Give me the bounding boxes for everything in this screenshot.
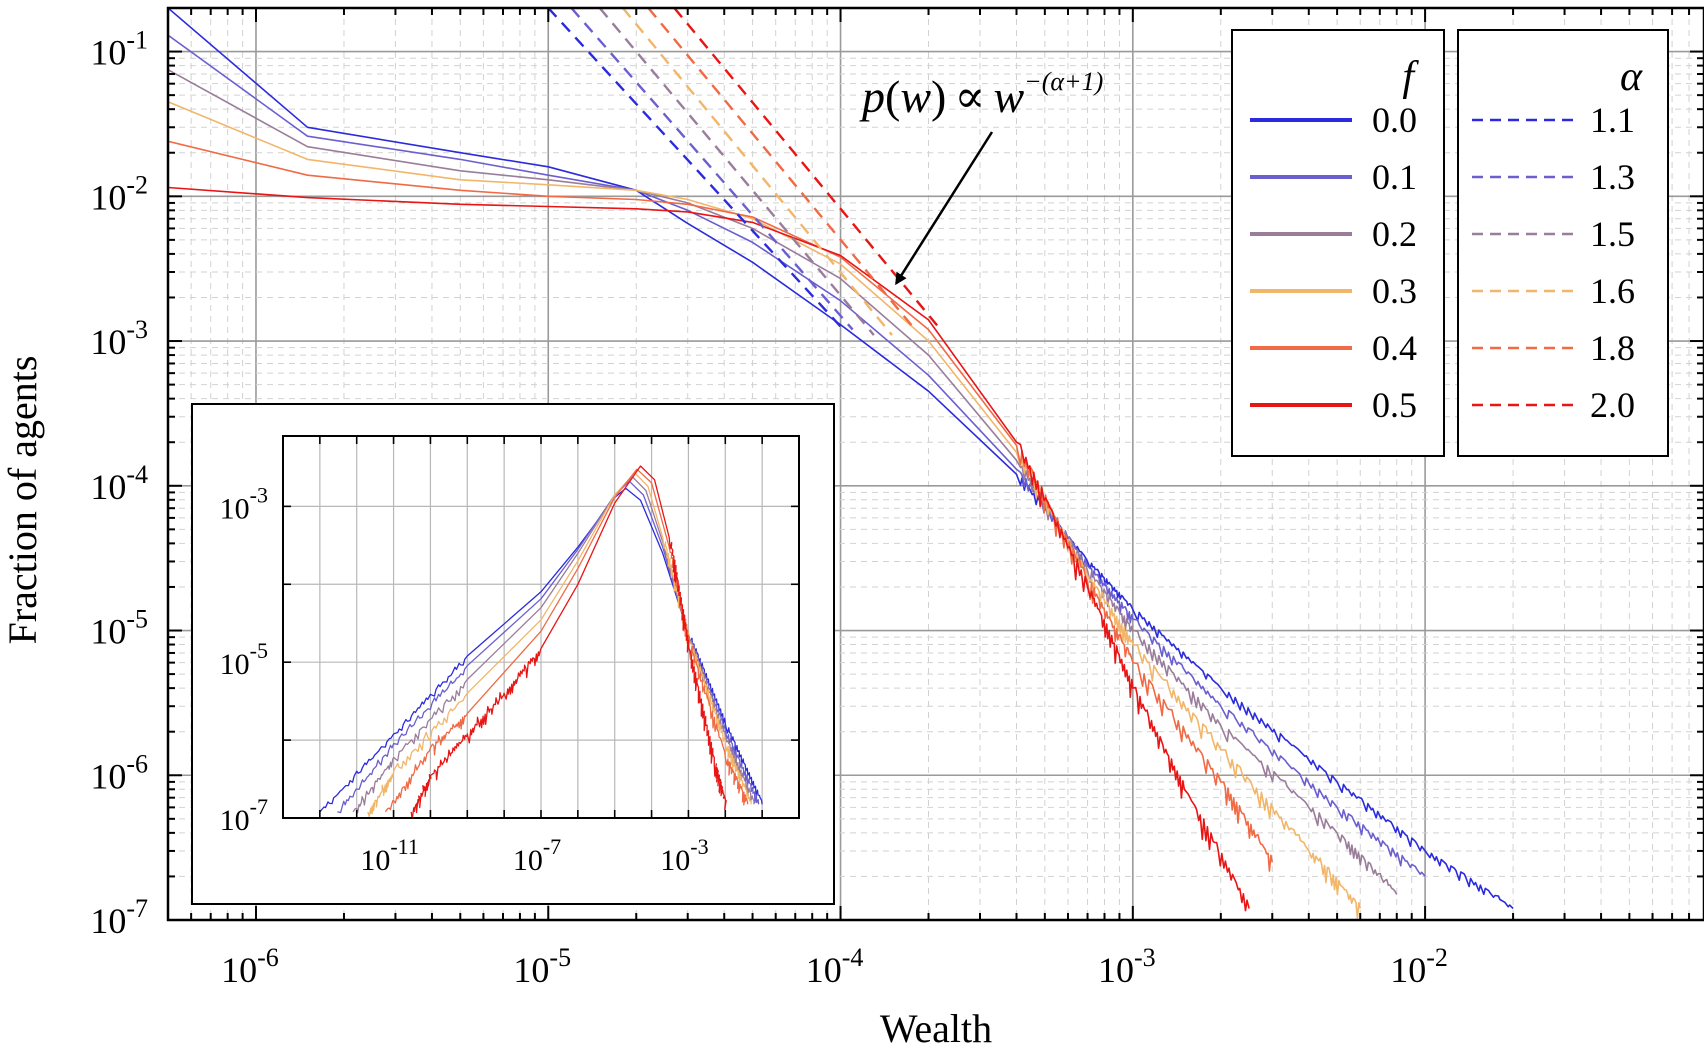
main-x-tick-labels: 10-6 10-5 10-4 10-3 10-2 [221, 943, 1448, 990]
inset-y-tick-label: 10-3 [220, 482, 268, 525]
legend-alpha: α 1.1 1.3 1.5 1.6 1.8 2.0 [1457, 29, 1669, 457]
annotation-formula: p(w) ∝ w−(α+1) [859, 67, 1103, 122]
legend-alpha-label: 2.0 [1590, 385, 1635, 425]
y-tick-label: 10-2 [90, 170, 148, 217]
legend-f-label: 0.2 [1372, 214, 1417, 254]
inset-y-tick-label: 10-7 [220, 794, 268, 837]
legend-alpha-title: α [1620, 54, 1643, 100]
power-law-annotation: p(w) ∝ w−(α+1) [859, 67, 1103, 286]
inset-panel: 10-11 10-7 10-3 10-3 10-5 10-7 [191, 403, 835, 905]
x-tick-label: 10-2 [1390, 943, 1448, 990]
legend-alpha-label: 1.5 [1590, 214, 1635, 254]
inset-y-tick-label: 10-5 [220, 638, 268, 681]
y-axis-title: Fraction of agents [0, 356, 45, 645]
y-tick-label: 10-1 [90, 26, 148, 73]
inset-y-tick-labels: 10-3 10-5 10-7 [220, 482, 268, 837]
inset-x-tick-label: 10-7 [513, 834, 561, 877]
inset-tick-marks [283, 436, 799, 819]
x-tick-label: 10-3 [1098, 943, 1156, 990]
fit-line-alpha-1.1 [547, 8, 842, 328]
legend-f-box [1231, 29, 1445, 457]
fit-line-alpha-1.6 [621, 8, 893, 336]
y-tick-label: 10-7 [90, 894, 148, 941]
inset-box [191, 403, 835, 905]
legend-f-entries: 0.0 0.1 0.2 0.3 0.4 0.5 [1250, 100, 1417, 425]
legend-alpha-label: 1.3 [1590, 157, 1635, 197]
inset-series-line-f-0.5 [410, 465, 727, 818]
inset-series-line-f-0.3 [367, 472, 752, 818]
main-series-group [168, 8, 1514, 919]
legend-f-label: 0.4 [1372, 328, 1417, 368]
legend-f-label: 0.0 [1372, 100, 1417, 140]
inset-plot-frame [282, 435, 800, 819]
y-tick-label: 10-3 [90, 315, 148, 362]
inset-series-group [319, 465, 763, 818]
legend-f-label: 0.3 [1372, 271, 1417, 311]
main-plot-frame [166, 6, 1704, 922]
x-axis-title: Wealth [880, 1006, 992, 1051]
legend-alpha-label: 1.6 [1590, 271, 1635, 311]
inset-x-tick-labels: 10-11 10-7 10-3 [360, 834, 708, 877]
legend-alpha-box [1457, 29, 1669, 457]
series-line-f-0.5 [168, 186, 1250, 912]
x-tick-label: 10-6 [221, 943, 279, 990]
main-y-tick-labels: 10-1 10-2 10-3 10-4 10-5 10-6 10-7 [90, 26, 148, 941]
inset-x-tick-label: 10-11 [360, 834, 419, 877]
inset-series-line-f-0.0 [319, 487, 763, 813]
legend-f-label: 0.1 [1372, 157, 1417, 197]
fit-line-alpha-1.8 [647, 8, 917, 331]
legend-f: f 0.00.10.20.30.40.5 [1231, 29, 1445, 457]
fit-line-alpha-1.3 [570, 8, 854, 331]
legend-f-label: 0.5 [1372, 385, 1417, 425]
legend-alpha-label: 1.1 [1590, 100, 1635, 140]
x-tick-label: 10-5 [513, 943, 571, 990]
x-tick-label: 10-4 [806, 943, 864, 990]
legend-alpha-label: 1.8 [1590, 328, 1635, 368]
fit-line-alpha-1.5 [598, 8, 875, 336]
inset-x-tick-label: 10-3 [660, 834, 708, 877]
legend-alpha-entries: 1.1 1.3 1.5 1.6 1.8 2.0 [1472, 100, 1635, 425]
y-tick-label: 10-6 [90, 749, 148, 796]
annotation-arrow [895, 131, 994, 286]
y-tick-label: 10-5 [90, 605, 148, 652]
y-tick-label: 10-4 [90, 460, 148, 507]
